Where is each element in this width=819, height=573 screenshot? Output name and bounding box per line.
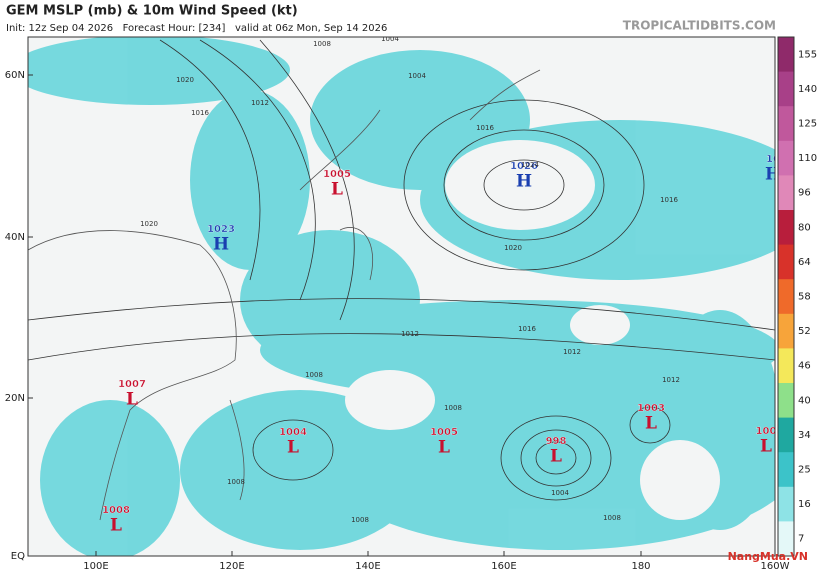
center-symbol: L (760, 437, 772, 457)
credit: TROPICALTIDBITS.COM (623, 19, 776, 33)
isobar-layer: 1008 1004 1020 1012 1016 1004 1016 1024 1020 1016… (140, 35, 680, 524)
colorbar-swatch (778, 348, 794, 384)
isobar-label: 1012 (563, 348, 581, 356)
center-symbol: L (438, 438, 450, 458)
lon-label: 180 (631, 561, 650, 572)
colorbar-swatch (778, 244, 794, 280)
colorbar-label: 110 (798, 153, 817, 164)
center-pressure: 1023 (207, 224, 235, 235)
colorbar-label: 16 (798, 499, 811, 510)
center-pressure: 1026 (510, 161, 538, 172)
isobar-label: 1008 (313, 40, 331, 48)
center-symbol: L (550, 447, 562, 467)
colorbar-swatch (778, 106, 794, 142)
center-symbol: H (213, 235, 229, 255)
isobar-label: 1020 (140, 220, 158, 228)
isobar-label: 1024 (521, 161, 539, 169)
center-symbol: H (516, 172, 532, 192)
center-pressure: 100 (756, 426, 777, 437)
isobar-label: 1008 (603, 514, 621, 522)
colorbar-label: 58 (798, 292, 811, 303)
isobar-label: 1008 (227, 478, 245, 486)
colorbar-swatch (778, 210, 794, 246)
isobar-label: 1016 (660, 196, 678, 204)
isobar-label: 1012 (251, 99, 269, 107)
colorbar-label: 52 (798, 326, 811, 337)
lon-label: 160E (491, 561, 516, 572)
colorbar-label: 46 (798, 361, 811, 372)
colorbar-swatch (778, 452, 794, 488)
center-symbol: L (331, 180, 343, 200)
center-symbol: L (645, 414, 657, 434)
colorbar-swatch (778, 175, 794, 211)
lon-label: 160W (761, 561, 790, 572)
colorbar: 155 140 125 110 96 80 64 58 52 46 40 34 25 16 7 (777, 36, 817, 557)
colorbar-swatch (778, 486, 794, 522)
colorbar-label: 25 (798, 465, 811, 476)
colorbar-label: 125 (798, 119, 817, 130)
colorbar-label: 34 (798, 430, 811, 441)
colorbar-swatch (778, 37, 794, 73)
colorbar-swatch (778, 71, 794, 107)
isobar-label: 1016 (191, 109, 209, 117)
center-pressure: 1005 (323, 169, 351, 180)
isobar-label: 1012 (662, 376, 680, 384)
lon-label: 140E (355, 561, 380, 572)
center-pressure: 1005 (430, 427, 458, 438)
lat-label: 20N (5, 393, 25, 404)
isobar-label: 1020 (504, 244, 522, 252)
center-pressure: 1008 (102, 505, 130, 516)
isobar-label: 1008 (444, 404, 462, 412)
colorbar-frame (777, 36, 795, 557)
colorbar-swatch (778, 521, 794, 557)
colorbar-label: 155 (798, 49, 817, 60)
center-symbol: L (126, 390, 138, 410)
colorbar-swatch (778, 417, 794, 453)
colorbar-label: 40 (798, 395, 811, 406)
center-pressure: 1003 (637, 403, 665, 414)
center-symbol: L (110, 516, 122, 536)
center-pressure: 998 (546, 436, 567, 447)
colorbar-label: 80 (798, 222, 811, 233)
colorbar-label: 64 (798, 257, 811, 268)
isobar-label: 1008 (351, 516, 369, 524)
colorbar-swatch (778, 279, 794, 315)
lat-label: EQ (11, 551, 25, 562)
axes: 60N 40N 20N EQ 100E 120E 140E 160E 180 160W (5, 70, 790, 572)
isobar-label: 1020 (176, 76, 194, 84)
colorbar-swatch (778, 140, 794, 176)
isobar-label: 1012 (401, 330, 419, 338)
colorbar-swatch (778, 383, 794, 419)
isobar-label: 1016 (518, 325, 536, 333)
colorbar-label: 96 (798, 188, 811, 199)
center-pressure: 1007 (118, 379, 146, 390)
center-pressure: 1004 (279, 427, 307, 438)
colorbar-label: 140 (798, 84, 817, 95)
isobar-label: 1004 (408, 72, 426, 80)
map-frame (27, 36, 776, 557)
lat-label: 40N (5, 232, 25, 243)
title: GEM MSLP (mb) & 10m Wind Speed (kt) (6, 4, 298, 19)
isobar-label: 1016 (476, 124, 494, 132)
lat-label: 60N (5, 70, 25, 81)
colorbar-label: 7 (798, 534, 804, 545)
isobar-label: 1004 (551, 489, 569, 497)
lon-label: 100E (83, 561, 108, 572)
lon-label: 120E (219, 561, 244, 572)
center-symbol: L (287, 438, 299, 458)
watermark: NangMua.VN (728, 550, 808, 563)
isobar-label: 1008 (305, 371, 323, 379)
center-pressure: 10 (766, 154, 780, 165)
center-symbol: H (765, 165, 781, 185)
colorbar-swatch (778, 313, 794, 349)
isobar-label: 1004 (381, 35, 399, 43)
subtitle: Init: 12z Sep 04 2026 Forecast Hour: [23… (6, 23, 387, 34)
